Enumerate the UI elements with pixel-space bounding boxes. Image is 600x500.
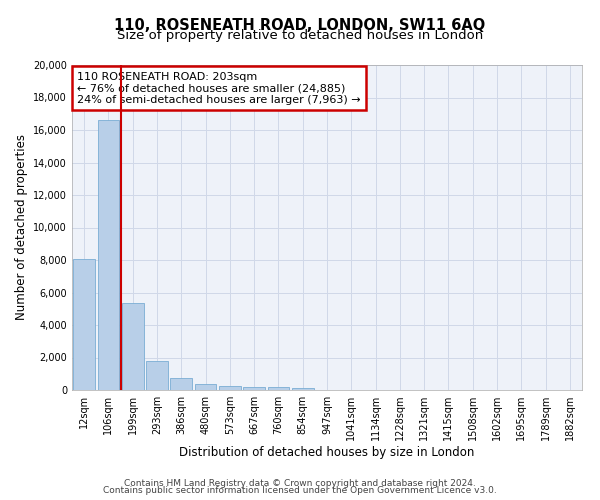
Y-axis label: Number of detached properties: Number of detached properties: [15, 134, 28, 320]
Bar: [170, 378, 192, 390]
Bar: [292, 388, 314, 390]
Text: Size of property relative to detached houses in London: Size of property relative to detached ho…: [117, 29, 483, 42]
X-axis label: Distribution of detached houses by size in London: Distribution of detached houses by size …: [179, 446, 475, 459]
Bar: [146, 361, 168, 390]
Text: 110 ROSENEATH ROAD: 203sqm
← 76% of detached houses are smaller (24,885)
24% of : 110 ROSENEATH ROAD: 203sqm ← 76% of deta…: [77, 72, 361, 104]
Text: Contains public sector information licensed under the Open Government Licence v3: Contains public sector information licen…: [103, 486, 497, 495]
Text: Contains HM Land Registry data © Crown copyright and database right 2024.: Contains HM Land Registry data © Crown c…: [124, 478, 476, 488]
Bar: [268, 387, 289, 390]
Bar: [194, 384, 217, 390]
Bar: [219, 386, 241, 390]
Bar: [97, 120, 119, 390]
Text: 110, ROSENEATH ROAD, LONDON, SW11 6AQ: 110, ROSENEATH ROAD, LONDON, SW11 6AQ: [115, 18, 485, 32]
Bar: [73, 259, 95, 390]
Bar: [243, 387, 265, 390]
Bar: [122, 303, 143, 390]
